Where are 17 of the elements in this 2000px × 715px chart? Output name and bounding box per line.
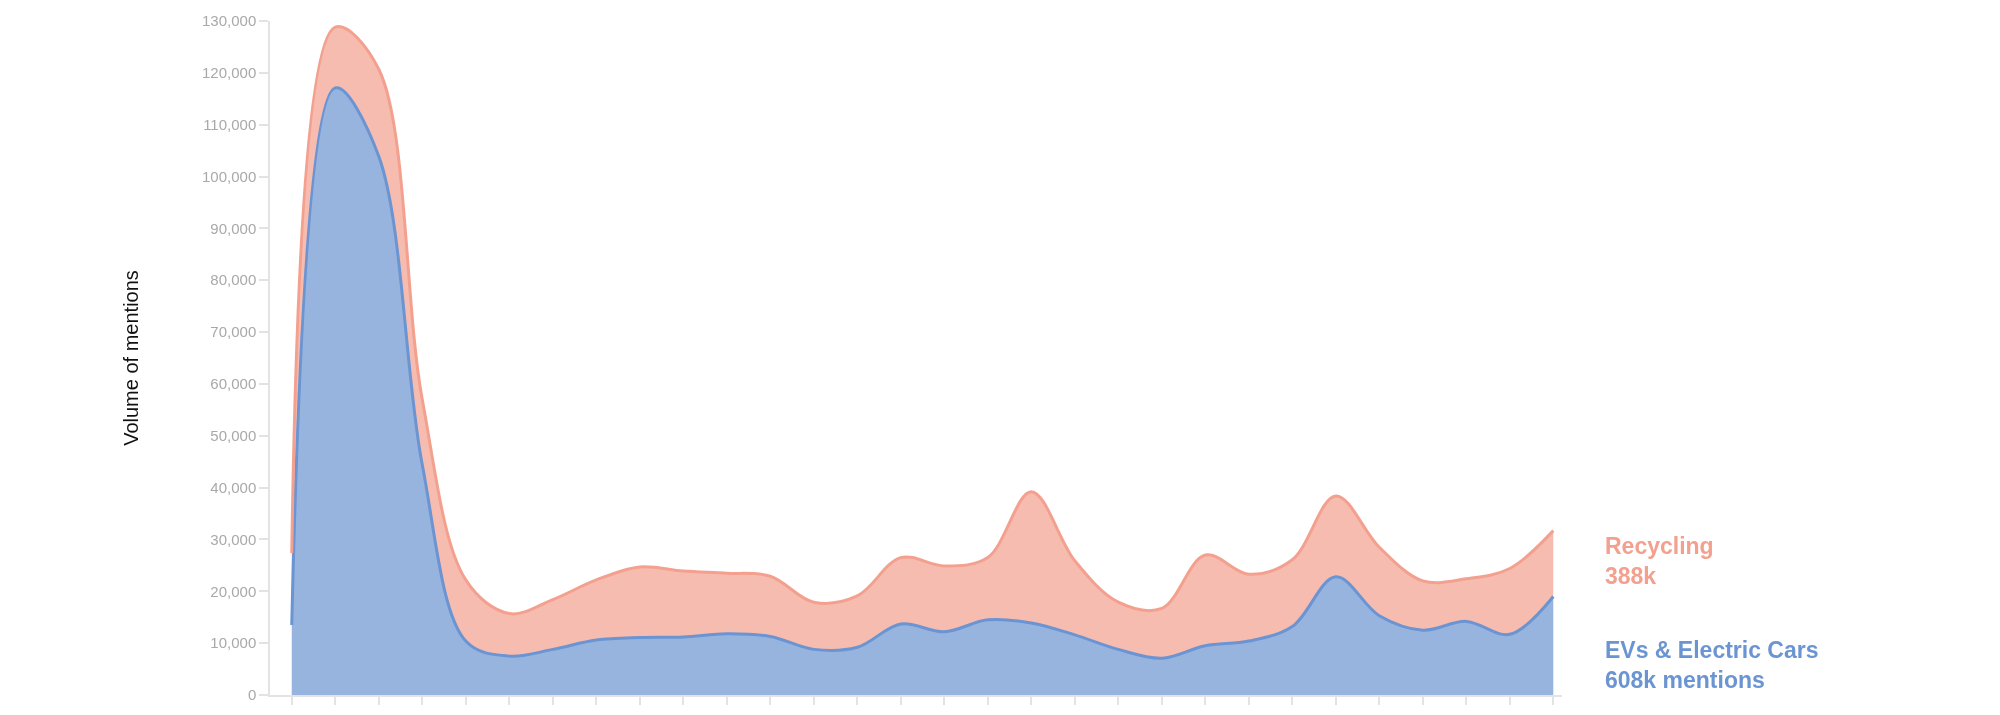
y-tick-label: 20,000 xyxy=(210,582,257,600)
y-tick-label: 0 xyxy=(247,686,257,704)
y-tick-label: 50,000 xyxy=(210,427,257,445)
text: EVs & Electric Cars 608k mentions xyxy=(1605,637,1819,693)
y-tick-label: 90,000 xyxy=(210,219,257,237)
text: Recycling 388k xyxy=(1605,533,1714,589)
y-tick-label: 110,000 xyxy=(203,115,257,133)
y-tick-label: 60,000 xyxy=(210,375,257,393)
y-tick-label: 120,000 xyxy=(202,64,257,82)
y-tick-label: 80,000 xyxy=(210,271,257,289)
y-tick-label: 10,000 xyxy=(210,634,257,652)
y-tick-label: 130,000 xyxy=(202,12,257,30)
y-tick-label: 100,000 xyxy=(202,167,257,185)
y-tick-label: 30,000 xyxy=(210,530,257,548)
y-tick-label: 40,000 xyxy=(210,478,257,496)
y-tick-label: 70,000 xyxy=(210,323,257,341)
y-axis-title: Volume of mentions xyxy=(120,270,143,446)
